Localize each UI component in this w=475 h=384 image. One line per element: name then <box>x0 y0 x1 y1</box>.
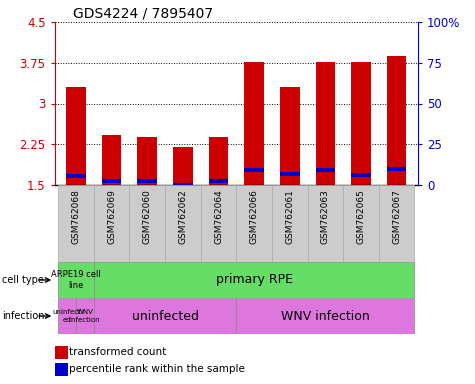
Text: GSM762066: GSM762066 <box>250 189 258 244</box>
Text: GSM762063: GSM762063 <box>321 189 330 244</box>
FancyBboxPatch shape <box>58 298 76 334</box>
Text: uninfected: uninfected <box>132 310 199 323</box>
FancyBboxPatch shape <box>58 262 94 298</box>
Bar <box>244 169 264 172</box>
Text: GSM762065: GSM762065 <box>357 189 365 244</box>
Bar <box>66 174 86 178</box>
FancyBboxPatch shape <box>237 298 414 334</box>
Text: ARPE19 cell
line: ARPE19 cell line <box>51 270 101 290</box>
Bar <box>244 62 264 185</box>
Bar <box>137 179 157 183</box>
Bar <box>137 137 157 185</box>
FancyBboxPatch shape <box>94 262 414 298</box>
FancyBboxPatch shape <box>94 185 129 262</box>
Text: GSM762068: GSM762068 <box>72 189 80 244</box>
Text: GSM762061: GSM762061 <box>285 189 294 244</box>
Bar <box>55 363 67 376</box>
Text: percentile rank within the sample: percentile rank within the sample <box>69 364 245 374</box>
Bar <box>351 62 371 185</box>
Bar <box>102 179 122 183</box>
FancyBboxPatch shape <box>308 185 343 262</box>
Text: uninfect
ed: uninfect ed <box>53 310 82 323</box>
FancyBboxPatch shape <box>76 298 94 334</box>
FancyBboxPatch shape <box>94 298 237 334</box>
Bar <box>280 87 300 185</box>
Bar <box>280 172 300 176</box>
FancyBboxPatch shape <box>129 185 165 262</box>
Text: GDS4224 / 7895407: GDS4224 / 7895407 <box>73 7 213 21</box>
Bar <box>387 56 407 185</box>
Text: cell type: cell type <box>2 275 44 285</box>
Bar <box>55 346 67 359</box>
FancyBboxPatch shape <box>343 185 379 262</box>
Text: GSM762060: GSM762060 <box>143 189 152 244</box>
Text: WNV
infection: WNV infection <box>70 310 100 323</box>
Bar <box>315 169 335 172</box>
Bar <box>209 137 228 185</box>
FancyBboxPatch shape <box>58 185 94 262</box>
Bar <box>173 183 193 187</box>
Text: GSM762067: GSM762067 <box>392 189 401 244</box>
Text: GSM762062: GSM762062 <box>179 189 187 243</box>
Bar <box>102 135 122 185</box>
Bar <box>315 62 335 185</box>
Bar <box>387 167 407 170</box>
FancyBboxPatch shape <box>201 185 237 262</box>
Bar <box>173 147 193 185</box>
FancyBboxPatch shape <box>165 185 201 262</box>
Text: transformed count: transformed count <box>69 347 167 357</box>
Text: GSM762069: GSM762069 <box>107 189 116 244</box>
Bar <box>351 173 371 177</box>
Text: WNV infection: WNV infection <box>281 310 370 323</box>
Text: GSM762064: GSM762064 <box>214 189 223 243</box>
FancyBboxPatch shape <box>379 185 414 262</box>
Text: infection: infection <box>2 311 45 321</box>
FancyBboxPatch shape <box>272 185 308 262</box>
FancyBboxPatch shape <box>237 185 272 262</box>
Bar <box>66 87 86 185</box>
Text: primary RPE: primary RPE <box>216 273 293 286</box>
Bar <box>209 179 228 182</box>
